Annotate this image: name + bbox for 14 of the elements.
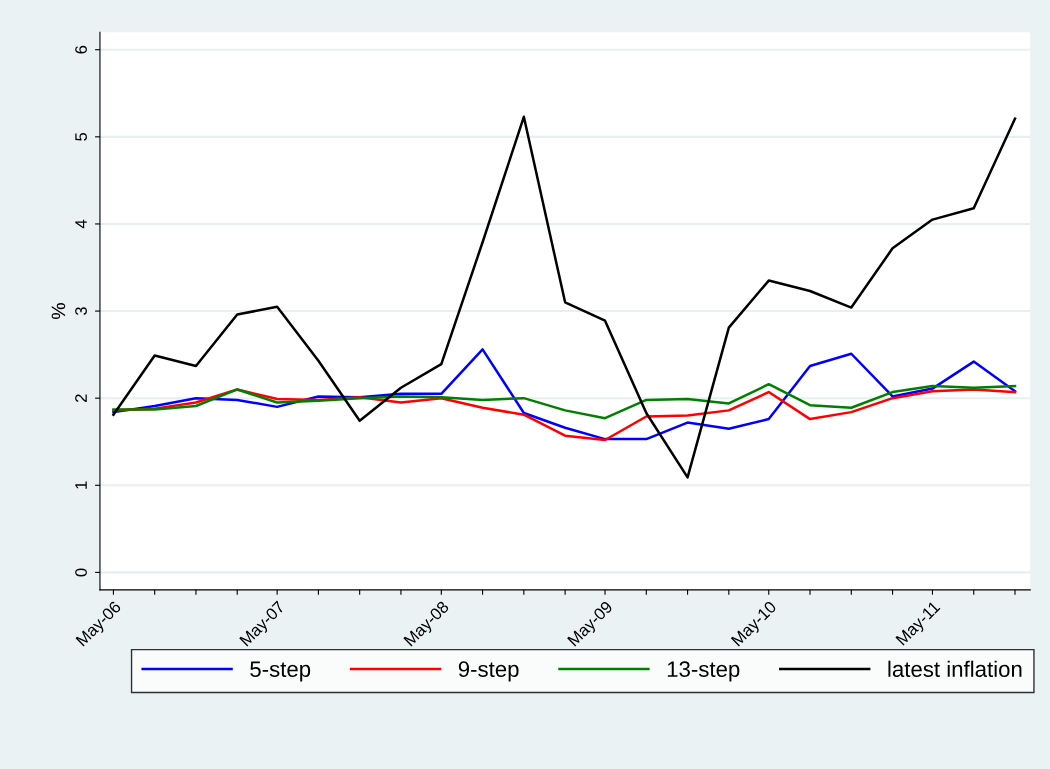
legend-label: 5-step [250, 661, 311, 682]
y-tick-label: 4 [75, 219, 87, 229]
y-tick-label: 5 [75, 132, 87, 141]
y-tick-label: 1 [75, 481, 87, 489]
legend-label: latest inflation [888, 660, 1022, 678]
y-axis-title: % [51, 303, 66, 320]
line-series [112, 115, 1017, 479]
y-tick-label: 2 [75, 394, 87, 402]
line-series [112, 382, 1017, 420]
legend-label: 13-step [667, 661, 740, 682]
y-tick-label: 3 [75, 307, 87, 316]
y-tick-label: 6 [75, 45, 87, 54]
y-tick-label: 0 [75, 568, 87, 577]
legend-label: 9-step [458, 661, 519, 682]
